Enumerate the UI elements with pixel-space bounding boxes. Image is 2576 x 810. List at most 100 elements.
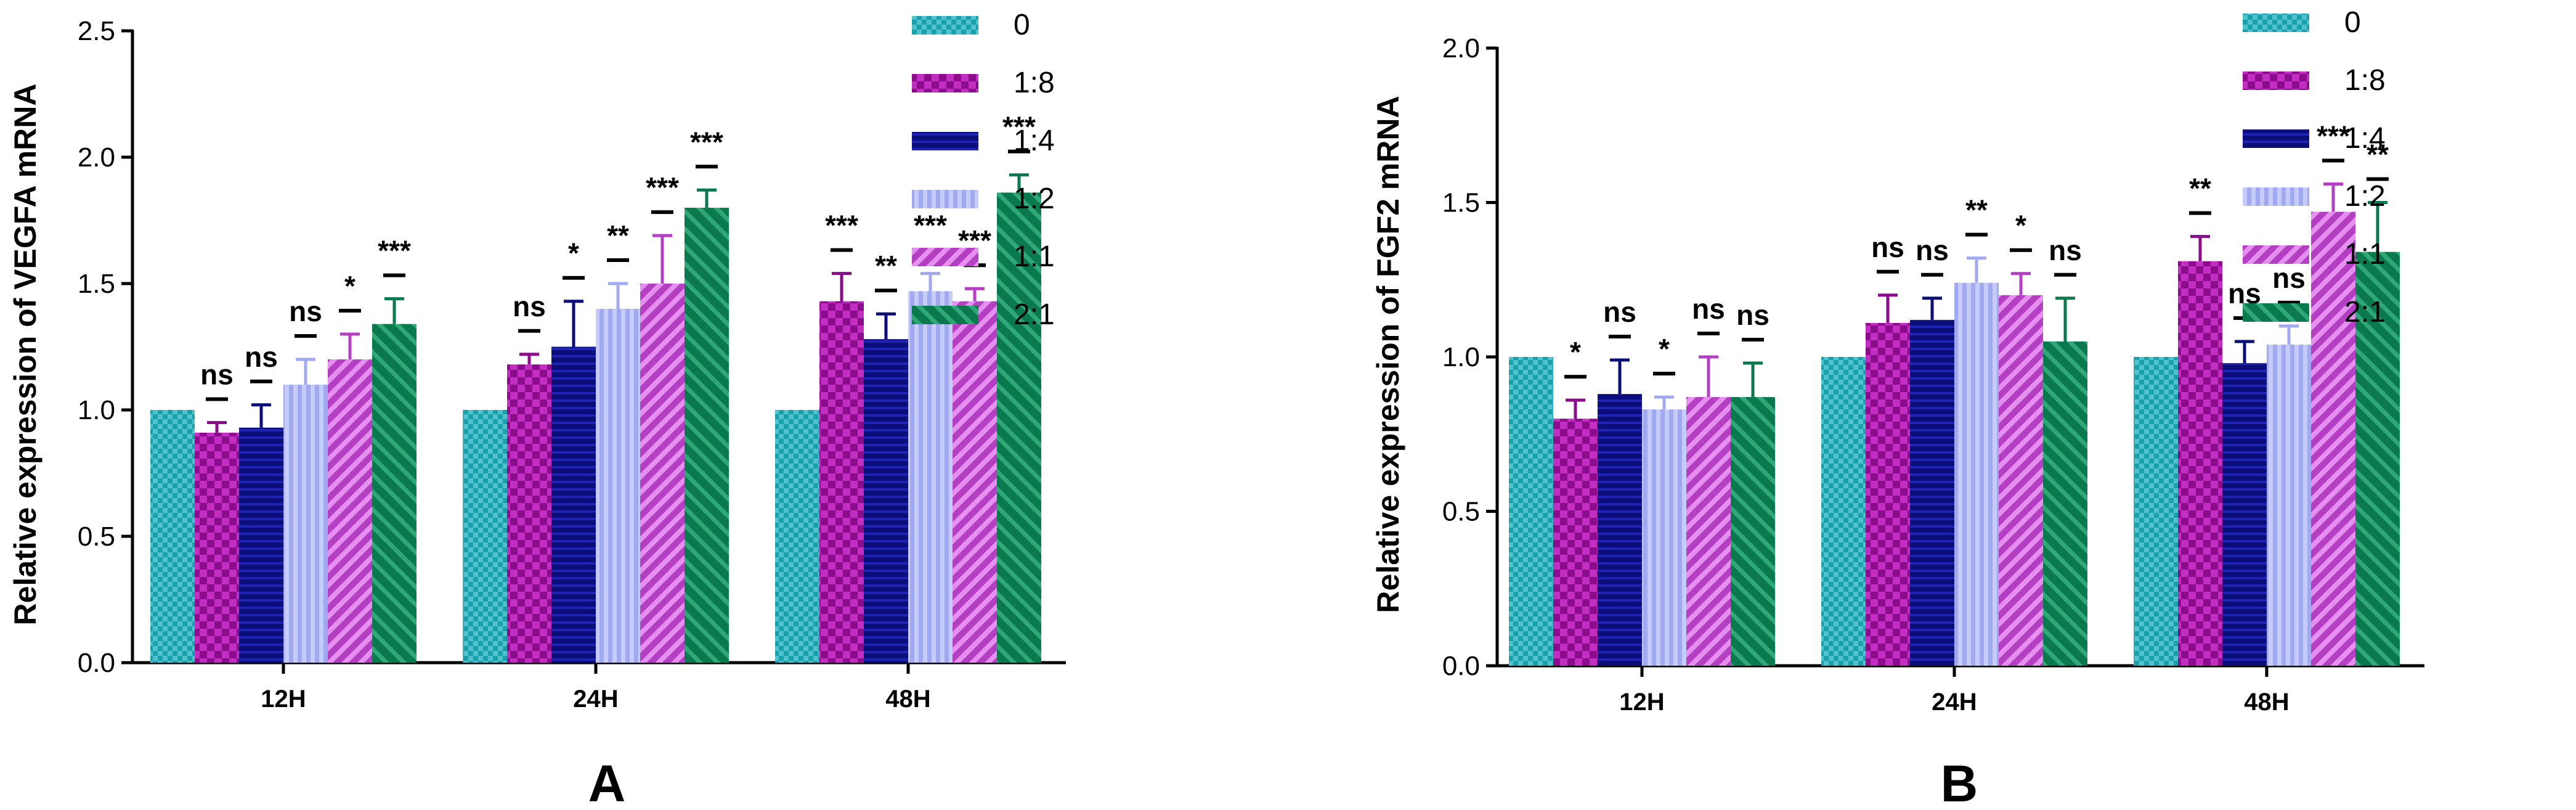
bar [1553, 419, 1598, 666]
significance-label: ns [289, 295, 322, 327]
bar [2222, 363, 2267, 666]
bar [1598, 394, 1642, 666]
legend: 0 1:8 1:4 1:2 1:1 2:1 [912, 9, 1055, 331]
bar [1509, 357, 1553, 666]
bar [283, 385, 328, 663]
y-tick-label: 0.5 [1442, 497, 1480, 527]
significance-label: ** [1965, 194, 1988, 226]
significance-label: *** [825, 210, 858, 242]
y-tick-label: 1.0 [1442, 342, 1480, 372]
legend-label: 1:4 [1014, 125, 1055, 157]
y-tick-label: 0.0 [1442, 651, 1480, 681]
significance-label: ns [513, 290, 546, 322]
chart-panel-a: Relative expression of VEGFA mRNA A 0.0 0… [8, 9, 1066, 810]
significance-label: ns [1736, 299, 1769, 331]
legend-swatch [912, 306, 978, 324]
significance-label: ns [1692, 293, 1725, 325]
significance-label: *** [2317, 120, 2350, 152]
legend-swatch [2243, 129, 2309, 148]
y-tick-label: 2.0 [1442, 33, 1480, 63]
bar [1686, 397, 1731, 666]
y-axis-label: Relative expression of VEGFA mRNA [8, 84, 43, 626]
y-tick-label: 1.0 [78, 395, 115, 425]
bar [1999, 295, 2043, 666]
significance-label: * [1570, 336, 1581, 368]
y-tick-label: 0.0 [78, 648, 115, 678]
bar [908, 291, 953, 663]
legend-swatch [912, 190, 978, 208]
bar [775, 410, 819, 663]
bar [953, 301, 997, 663]
significance-label: ** [2189, 173, 2211, 205]
legend-swatch [2243, 303, 2309, 322]
significance-label: * [1659, 333, 1670, 365]
x-category-label: 48H [885, 685, 930, 713]
significance-label: * [2015, 210, 2026, 242]
legend-label: 1:8 [1014, 67, 1055, 99]
legend-swatch [2243, 245, 2309, 264]
legend-label: 0 [1014, 9, 1030, 41]
legend: 0 1:8 1:4 1:2 1:1 2:1 [2243, 6, 2386, 329]
significance-label: ns [2272, 262, 2306, 294]
bar [2355, 252, 2400, 666]
bar [596, 309, 640, 663]
legend-swatch [2243, 187, 2309, 206]
legend-label: 0 [2344, 6, 2361, 39]
legend-label: 2:1 [1014, 298, 1055, 331]
bar [1821, 357, 1866, 666]
significance-label: *** [378, 235, 411, 267]
y-tick-label: 2.0 [78, 142, 115, 173]
significance-label: ** [607, 219, 629, 252]
bar [328, 359, 372, 663]
significance-label: *** [1002, 111, 1036, 143]
x-category-label: 12H [261, 685, 306, 713]
significance-label: ns [1603, 296, 1636, 328]
bar [551, 346, 596, 663]
bar [2043, 341, 2087, 666]
legend-swatch [912, 74, 978, 92]
significance-label: ns [245, 341, 278, 373]
significance-label: ** [2367, 139, 2389, 171]
y-axis-label: Relative expression of FGF2 mRNA [1371, 96, 1405, 613]
significance-label: *** [646, 171, 679, 203]
y-tick-label: 1.5 [1442, 188, 1480, 218]
y-tick-label: 1.5 [78, 269, 115, 299]
x-category-label: 12H [1619, 689, 1664, 716]
y-tick-label: 2.5 [78, 16, 115, 46]
bar [1910, 319, 1954, 666]
significance-label: * [344, 270, 356, 302]
bar [1642, 409, 1686, 666]
bar [2267, 344, 2311, 666]
bar [150, 410, 195, 663]
legend-label: 1:2 [1014, 182, 1055, 215]
significance-label: ns [1871, 231, 1904, 263]
legend-swatch [912, 132, 978, 150]
legend-swatch [912, 16, 978, 35]
legend-label: 1:8 [2344, 64, 2386, 97]
bar [2134, 357, 2178, 666]
legend-swatch [2243, 14, 2309, 32]
legend-label: 2:1 [2344, 296, 2386, 329]
bar [507, 364, 551, 663]
bar [997, 192, 1041, 663]
bar [640, 284, 685, 663]
significance-label: ns [200, 359, 234, 391]
bar [819, 301, 864, 663]
bar [372, 324, 416, 663]
bar [2178, 261, 2222, 666]
bar [685, 208, 729, 663]
bar [864, 339, 908, 663]
legend-label: 1:2 [2344, 180, 2386, 213]
legend-label: 1:4 [2344, 122, 2386, 155]
chart-panel-b: Relative expression of FGF2 mRNA B 0.0 0.… [1371, 6, 2424, 810]
bar [1731, 397, 1775, 666]
significance-label: ** [875, 250, 897, 282]
significance-label: ns [1916, 234, 1949, 266]
bar [2311, 211, 2355, 666]
significance-label: *** [914, 210, 947, 242]
panel-label: B [1941, 755, 1978, 810]
legend-label: 1:1 [2344, 238, 2386, 271]
significance-label: * [568, 237, 579, 269]
panel-label: A [588, 755, 626, 810]
